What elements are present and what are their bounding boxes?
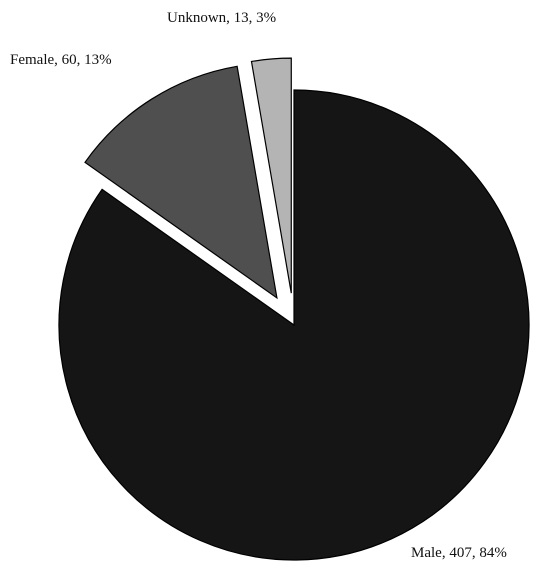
slice-label-male: Male, 407, 84% [411, 545, 507, 561]
pie-slices [58, 57, 530, 561]
pie-slice-unknown [250, 57, 292, 294]
slice-label-female: Female, 60, 13% [10, 52, 112, 68]
pie-slice-male [58, 89, 530, 561]
slice-label-unknown: Unknown, 13, 3% [167, 10, 276, 26]
pie-slice-female [84, 65, 278, 300]
pie-labels: Male, 407, 84% Female, 60, 13% Unknown, … [10, 10, 507, 561]
